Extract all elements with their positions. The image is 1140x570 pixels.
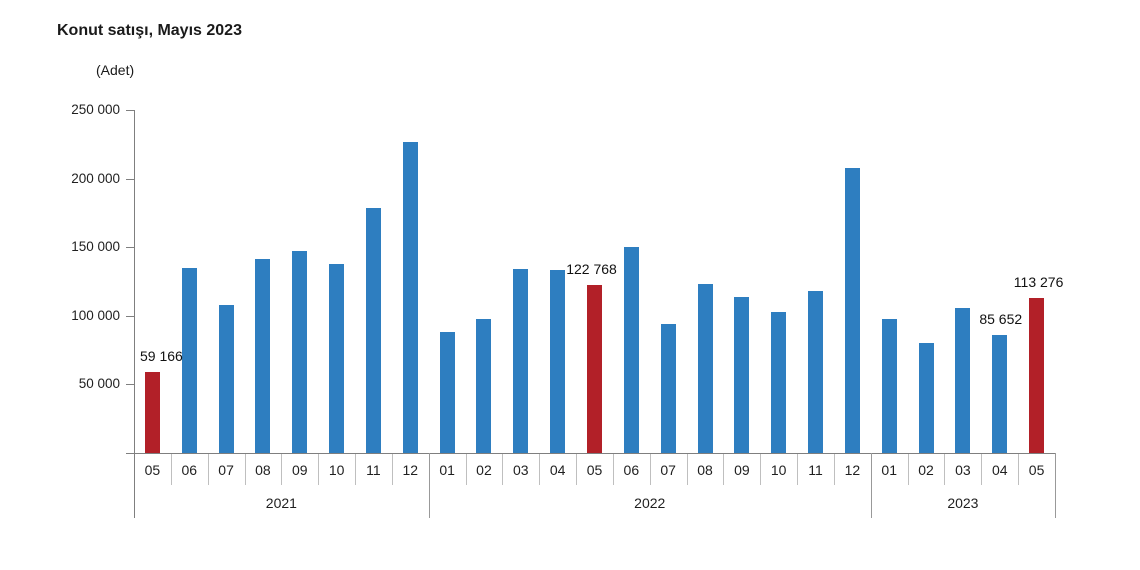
bar-2022-10 — [771, 312, 787, 453]
bar-2022-02 — [476, 319, 492, 453]
chart-title: Konut satışı, Mayıs 2023 — [57, 22, 242, 39]
bar-2022-12 — [844, 167, 860, 453]
month-label-2021-10: 10 — [328, 462, 345, 478]
month-label-2022-02: 02 — [476, 462, 492, 478]
month-separator — [797, 454, 799, 485]
month-label-2022-06: 06 — [623, 462, 640, 478]
bar-value-label-2021-05: 59 166 — [139, 347, 183, 364]
bar-2022-09 — [734, 297, 750, 453]
bar-2023-03 — [955, 308, 971, 453]
month-label-2022-01: 01 — [439, 462, 455, 478]
month-separator — [170, 454, 172, 485]
bar-2022-04 — [550, 270, 566, 453]
y-axis-tick — [126, 315, 134, 317]
month-label-2023-02: 02 — [918, 462, 934, 478]
month-separator — [502, 454, 504, 485]
month-separator — [944, 454, 946, 485]
month-separator — [539, 454, 541, 485]
month-separator — [244, 454, 246, 485]
bar-2023-01 — [881, 318, 897, 453]
month-separator — [355, 454, 357, 485]
year-separator — [870, 453, 872, 518]
month-label-2022-03: 03 — [513, 462, 529, 478]
month-separator — [649, 454, 651, 485]
bar-2022-01 — [439, 331, 455, 453]
month-label-2021-05: 05 — [144, 462, 161, 478]
month-label-2021-11: 11 — [366, 462, 381, 478]
month-label-2022-05: 05 — [586, 462, 603, 478]
month-separator — [207, 454, 209, 485]
month-separator — [318, 454, 320, 485]
x-axis-line — [126, 453, 1055, 454]
y-axis-tick-label: 100 000 — [71, 307, 120, 323]
month-separator — [686, 454, 688, 485]
month-label-2022-08: 08 — [697, 462, 713, 478]
bar-2022-08 — [697, 283, 713, 453]
month-label-2021-09: 09 — [291, 462, 308, 478]
month-separator — [612, 454, 614, 485]
month-separator — [981, 454, 983, 485]
month-separator — [465, 454, 467, 485]
month-label-2021-06: 06 — [181, 462, 198, 478]
month-separator — [1018, 454, 1020, 485]
bar-2023-02 — [918, 343, 934, 453]
bar-2021-05 — [144, 371, 160, 453]
year-label-2022: 2022 — [634, 495, 666, 511]
month-separator — [723, 454, 725, 485]
y-axis-tick — [126, 110, 134, 111]
bar-2021-07 — [218, 305, 234, 453]
month-separator — [391, 454, 393, 485]
month-label-2023-04: 04 — [991, 462, 1008, 478]
unit-label: (Adet) — [96, 62, 135, 78]
bar-2022-06 — [623, 246, 639, 453]
bar-2023-05 — [1029, 297, 1045, 453]
bar-2021-06 — [181, 268, 197, 453]
year-label-2021: 2021 — [265, 495, 297, 511]
bar-2021-12 — [402, 142, 418, 453]
month-separator — [576, 454, 578, 485]
y-axis-tick-label: 50 000 — [78, 376, 120, 392]
bar-value-label-2023-05: 113 276 — [1013, 273, 1064, 290]
month-label-2021-12: 12 — [402, 462, 419, 478]
bar-2022-03 — [513, 268, 529, 453]
y-axis-tick-label: 150 000 — [71, 239, 120, 255]
month-label-2022-11: 11 — [808, 462, 823, 478]
month-label-2023-01: 01 — [881, 462, 898, 478]
bar-value-label-2022-05: 122 768 — [566, 260, 617, 277]
y-axis-tick — [126, 178, 134, 180]
year-label-2023: 2023 — [947, 495, 979, 511]
month-separator — [833, 454, 835, 485]
month-label-2021-07: 07 — [218, 462, 234, 478]
month-label-2023-03: 03 — [955, 462, 971, 478]
month-label-2022-12: 12 — [844, 462, 861, 478]
y-axis-line — [134, 110, 135, 518]
bar-2022-05 — [587, 284, 602, 453]
bar-2021-10 — [329, 264, 345, 453]
bar-2021-09 — [292, 251, 308, 453]
month-separator — [907, 454, 909, 485]
y-axis-tick-label: 250 000 — [71, 102, 120, 117]
bar-2022-11 — [808, 291, 824, 453]
bar-value-label-2023-04: 85 652 — [979, 311, 1023, 328]
year-separator — [1055, 453, 1056, 518]
month-label-2021-08: 08 — [255, 462, 271, 478]
month-separator — [281, 454, 283, 485]
bar-2023-04 — [992, 335, 1008, 453]
bar-2021-11 — [365, 207, 381, 453]
bar-2022-07 — [660, 324, 676, 453]
y-axis-tick — [126, 384, 134, 386]
month-separator — [760, 454, 762, 485]
month-label-2022-09: 09 — [734, 462, 750, 478]
bar-2021-08 — [255, 258, 271, 453]
month-label-2023-05: 05 — [1028, 462, 1045, 478]
month-label-2022-07: 07 — [660, 462, 676, 478]
month-label-2022-04: 04 — [549, 462, 566, 478]
y-axis-tick-label: 200 000 — [71, 170, 120, 186]
year-separator — [428, 453, 430, 518]
y-axis-tick — [126, 247, 134, 249]
month-label-2022-10: 10 — [770, 462, 787, 478]
